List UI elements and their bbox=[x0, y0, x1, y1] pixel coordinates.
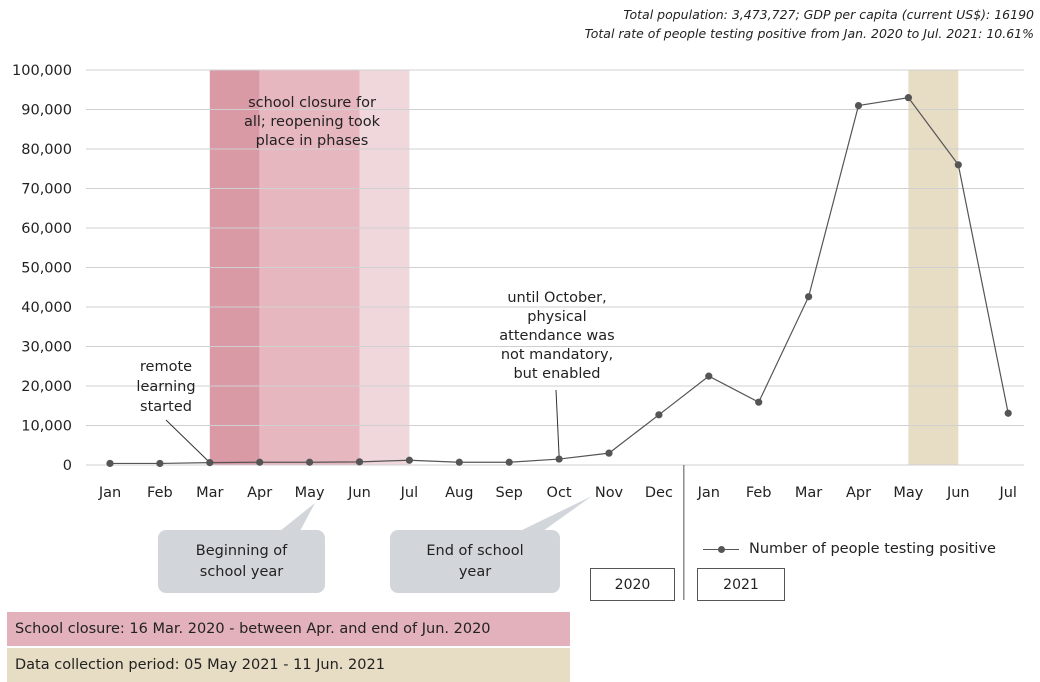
data-point bbox=[405, 456, 413, 464]
header-note-population: Total population: 3,473,727; GDP per cap… bbox=[623, 7, 1034, 22]
data-point bbox=[705, 372, 713, 380]
callout-end-line-2: year bbox=[458, 563, 492, 580]
annotation-october-line: physical bbox=[527, 309, 586, 325]
data-point bbox=[854, 101, 863, 110]
annotation-remote-learning-line: remote bbox=[140, 359, 192, 375]
data-point bbox=[1004, 409, 1012, 417]
y-tick-label: 20,000 bbox=[21, 379, 72, 395]
x-tick-label: Apr bbox=[247, 485, 272, 501]
data-point bbox=[605, 449, 613, 457]
data-point bbox=[655, 411, 663, 419]
annotation-remote-learning-line: started bbox=[140, 399, 192, 415]
x-tick-label: Jun bbox=[946, 485, 970, 501]
callout-end-line-1: End of school bbox=[426, 542, 524, 559]
x-tick-label: Jul bbox=[400, 485, 419, 501]
legend: Number of people testing positive bbox=[703, 541, 996, 557]
x-tick-label: Mar bbox=[196, 485, 223, 501]
data-point bbox=[555, 455, 563, 463]
callout-beginning-line-1: Beginning of bbox=[195, 542, 288, 559]
legend-label: Number of people testing positive bbox=[749, 541, 996, 557]
annotation-remote-learning-line: learning bbox=[136, 379, 195, 395]
data-point bbox=[904, 94, 913, 102]
x-tick-label: Jul bbox=[998, 485, 1017, 501]
y-tick-label: 80,000 bbox=[21, 142, 72, 158]
callout-end-pointer bbox=[520, 496, 592, 531]
y-tick-label: 0 bbox=[63, 458, 72, 474]
y-tick-label: 90,000 bbox=[21, 103, 72, 119]
y-tick-label: 60,000 bbox=[21, 221, 72, 237]
y-tick-label: 10,000 bbox=[21, 419, 72, 435]
x-tick-label: Jan bbox=[697, 485, 720, 501]
data-point bbox=[306, 458, 314, 466]
x-tick-label: Oct bbox=[547, 485, 572, 501]
data-point bbox=[106, 459, 114, 468]
callout-end-of-school-year: End of school year bbox=[390, 530, 560, 593]
year-label-2021: 2021 bbox=[697, 568, 785, 601]
x-tick-label: Feb bbox=[147, 485, 173, 501]
data-point bbox=[455, 458, 463, 466]
annotation-october-line: until October, bbox=[507, 290, 606, 306]
y-tick-label: 30,000 bbox=[21, 340, 72, 356]
y-tick-label: 70,000 bbox=[21, 182, 72, 198]
x-tick-label: Aug bbox=[445, 485, 473, 501]
x-tick-label: May bbox=[295, 485, 325, 501]
data-point bbox=[256, 458, 264, 466]
y-tick-label: 40,000 bbox=[21, 300, 72, 316]
footer-data-collection: Data collection period: 05 May 2021 - 11… bbox=[7, 648, 570, 682]
x-tick-label: Dec bbox=[645, 485, 673, 501]
annotation-school-closure-line: all; reopening took bbox=[244, 114, 381, 130]
x-tick-label: Nov bbox=[595, 485, 624, 501]
header-note-positive-rate: Total rate of people testing positive fr… bbox=[584, 26, 1034, 41]
callout-beginning-of-school-year: Beginning of school year bbox=[158, 530, 325, 593]
data-point bbox=[355, 458, 364, 466]
annotation-school-closure-line: school closure for bbox=[248, 95, 376, 111]
footer-school-closure: School closure: 16 Mar. 2020 - between A… bbox=[7, 612, 570, 646]
callout-beginning-pointer bbox=[280, 503, 315, 531]
x-tick-label: May bbox=[893, 485, 923, 501]
x-tick-label: Mar bbox=[795, 485, 822, 501]
legend-line-marker-icon bbox=[703, 543, 739, 555]
annotation-october-line: but enabled bbox=[513, 366, 600, 382]
data-point bbox=[156, 459, 164, 468]
year-label-2020: 2020 bbox=[590, 568, 675, 601]
data-point bbox=[206, 459, 214, 467]
annotation-school-closure-line: place in phases bbox=[256, 133, 369, 149]
x-tick-label: Jun bbox=[347, 485, 371, 501]
y-tick-label: 50,000 bbox=[21, 261, 72, 277]
annotation-leader-october bbox=[555, 389, 560, 457]
x-tick-label: Apr bbox=[846, 485, 871, 501]
annotation-october-line: attendance was bbox=[499, 328, 614, 344]
data-point bbox=[505, 458, 513, 466]
x-tick-label: Feb bbox=[746, 485, 772, 501]
x-tick-label: Jan bbox=[98, 485, 121, 501]
annotation-leader-remote-learning bbox=[165, 419, 209, 461]
x-tick-label: Sep bbox=[496, 485, 523, 501]
callout-beginning-line-2: school year bbox=[199, 563, 284, 580]
data-point bbox=[805, 293, 813, 301]
data-point bbox=[954, 161, 962, 169]
data-point bbox=[755, 398, 763, 406]
y-tick-label: 100,000 bbox=[12, 63, 72, 79]
annotation-october-line: not mandatory, bbox=[501, 347, 613, 363]
